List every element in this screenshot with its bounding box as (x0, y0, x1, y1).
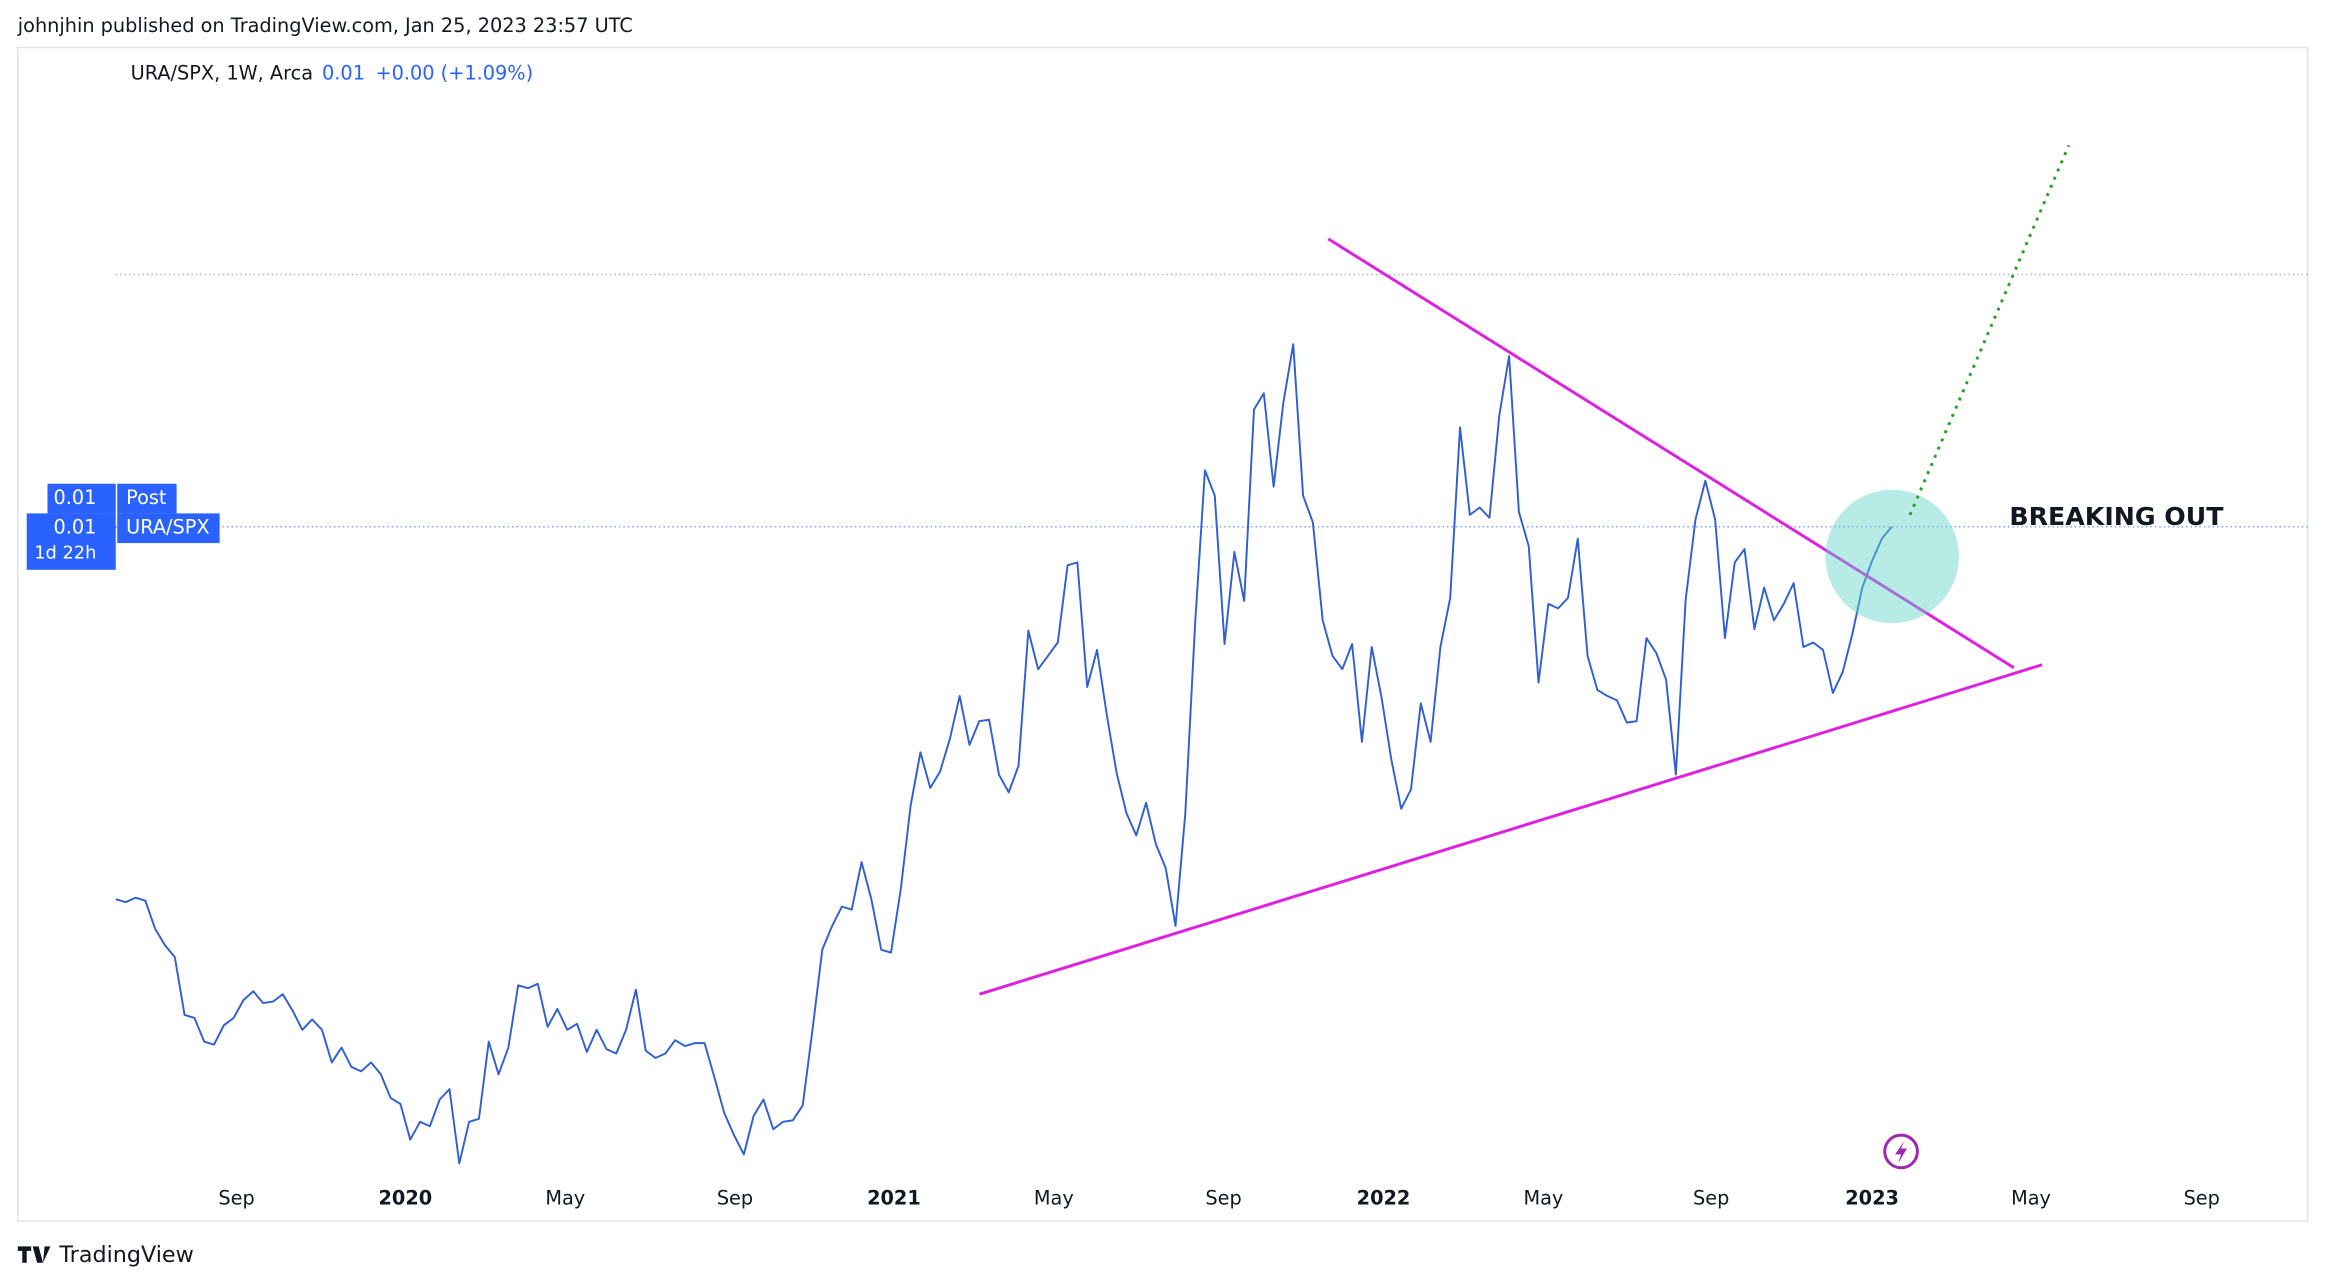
x-tick-label: Sep (218, 1186, 254, 1209)
last-value: 0.01 (54, 516, 97, 539)
legend-last: 0.01 (322, 62, 365, 85)
lightning-icon[interactable] (1883, 1133, 1919, 1170)
series-name-badge (117, 513, 220, 544)
legend-symbol: URA/SPX, 1W, Arca (131, 62, 313, 85)
trend-line-lower (979, 663, 2043, 996)
x-tick-label: Sep (717, 1186, 753, 1209)
post-name-badge (117, 483, 177, 514)
plot: Sep 2020 May Sep 2021 May Sep 2022 May Sep 2023 May… (115, 343, 2220, 1209)
brand-logo (17, 1246, 51, 1263)
x-tick-label: 2020 (379, 1186, 433, 1209)
legend-change: +0.00 (+1.09%) (375, 62, 533, 85)
x-tick-label: May (1523, 1186, 1563, 1209)
post-value: 0.01 (54, 486, 97, 509)
annotation: BREAKING OUT (2009, 502, 2224, 531)
x-tick-label: Sep (1205, 1186, 1241, 1209)
trend-line-upper (1327, 237, 2015, 669)
x-tick-label: May (545, 1186, 585, 1209)
countdown: 1d 22h (34, 542, 96, 563)
highlight-circle (1825, 489, 1959, 624)
price-line (115, 343, 1893, 1165)
icon-bolt[interactable] (1895, 1141, 1908, 1164)
chart-panel (17, 46, 2309, 1222)
x-tick-label: Sep (1693, 1186, 1729, 1209)
post-name: Post (126, 486, 167, 509)
x-tick-label: May (2011, 1186, 2051, 1209)
series-name: URA/SPX (126, 516, 210, 539)
x-tick-label: 2021 (867, 1186, 921, 1209)
last-value-badge (26, 513, 116, 570)
post-value-badge (47, 483, 116, 514)
x-tick-label: 2023 (1845, 1186, 1899, 1209)
x-tick-label: 2022 (1357, 1186, 1411, 1209)
x-tick-label: May (1034, 1186, 1074, 1209)
x-tick-label: Sep (2184, 1186, 2220, 1209)
brand: TradingView (58, 1242, 193, 1268)
publish-info: johnjhin published on TradingView.com, J… (17, 14, 633, 37)
